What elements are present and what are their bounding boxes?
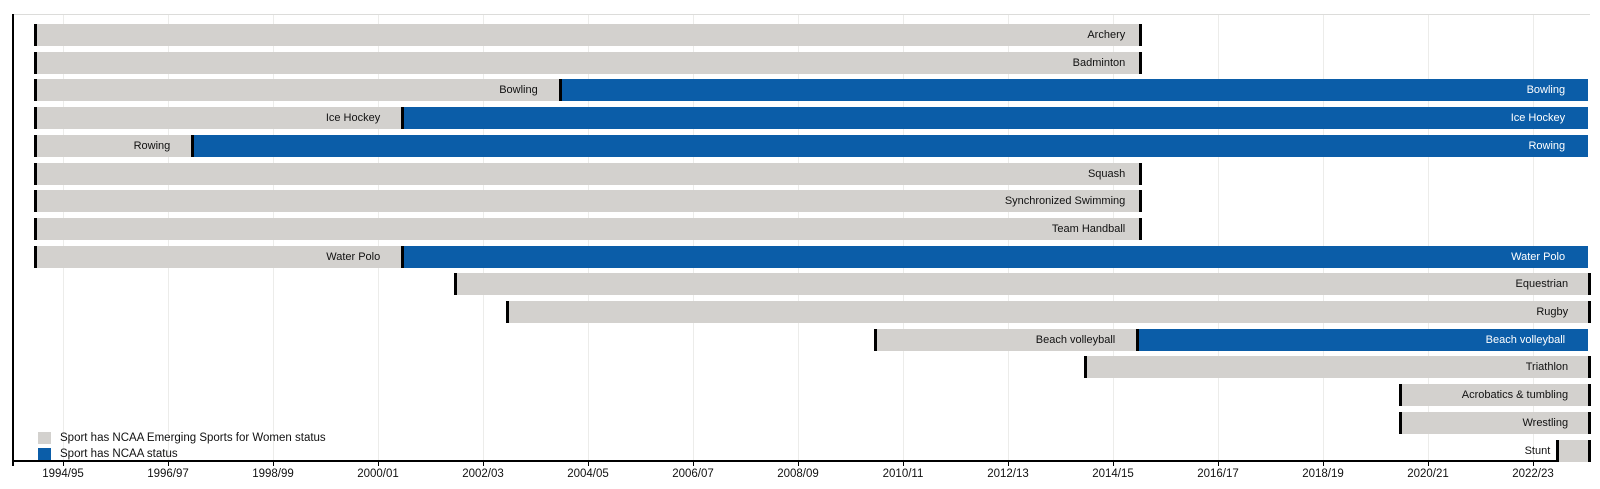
x-axis-tick <box>1113 460 1114 466</box>
bar-label: Team Handball <box>1051 222 1126 235</box>
bar-segment-emerging: Wrestling <box>1398 411 1592 434</box>
bar-segment-emerging: Ice Hockey <box>33 107 405 130</box>
x-axis-tick-label: 2016/17 <box>1197 468 1239 480</box>
bar-segment-emerging: Acrobatics & tumbling <box>1398 384 1592 407</box>
bar-segment-emerging: Water Polo <box>33 245 405 268</box>
x-axis-tick-label: 2010/11 <box>882 468 924 480</box>
bar-segment-emerging: Rugby <box>506 301 1592 323</box>
bar-segment-ncaa: Rowing <box>191 134 1589 157</box>
bar-segment-emerging: Beach volleyball <box>873 328 1140 351</box>
x-axis-tick <box>378 460 379 466</box>
x-axis-tick <box>1008 460 1009 466</box>
bar-segment-ncaa: Ice Hockey <box>401 107 1589 130</box>
plot-top-border <box>12 14 1590 15</box>
x-axis-tick <box>1533 460 1534 466</box>
bar-label: Synchronized Swimming <box>1004 195 1126 208</box>
gridline <box>1218 14 1219 460</box>
x-axis-tick-label: 2002/03 <box>462 468 504 480</box>
bar-label: Badminton <box>1072 56 1126 69</box>
legend-label-ncaa: Sport has NCAA status <box>60 447 178 460</box>
x-axis-tick-label: 2012/13 <box>987 468 1029 480</box>
bar-label: Water Polo <box>326 250 381 263</box>
bar-segment-emerging <box>1556 439 1592 462</box>
bar-segment-emerging: Triathlon <box>1083 356 1592 379</box>
bar-label: Rowing <box>133 139 171 152</box>
x-axis-tick-label: 1994/95 <box>42 468 84 480</box>
x-axis-tick-label: 1998/99 <box>252 468 294 480</box>
bar-label: Archery <box>1087 29 1126 41</box>
bar-label: Beach volleyball <box>1485 333 1566 346</box>
bar-segment-emerging: Bowling <box>33 79 562 102</box>
x-axis-tick-label: 2004/05 <box>567 468 609 480</box>
bar-outside-label: Stunt <box>1524 444 1551 457</box>
gridline <box>1323 14 1324 460</box>
bar-label: Ice Hockey <box>325 112 381 125</box>
legend-swatch-emerging <box>38 431 51 444</box>
legend-item-emerging: Sport has NCAA Emerging Sports for Women… <box>38 430 326 445</box>
x-axis-tick <box>63 460 64 466</box>
bar-segment-emerging: Rowing <box>33 134 195 157</box>
x-axis-tick <box>273 460 274 466</box>
x-axis-tick-label: 2014/15 <box>1092 468 1134 480</box>
bar-segment-emerging: Archery <box>33 24 1143 46</box>
legend-swatch-ncaa <box>38 447 51 460</box>
bar-label: Equestrian <box>1515 278 1569 291</box>
x-axis-tick-label: 2008/09 <box>777 468 819 480</box>
x-axis-origin-tick <box>12 460 13 466</box>
bar-segment-ncaa: Beach volleyball <box>1136 328 1589 351</box>
x-axis-tick <box>1218 460 1219 466</box>
bar-segment-emerging: Badminton <box>33 51 1143 74</box>
bar-label: Bowling <box>1526 84 1566 97</box>
legend-label-emerging: Sport has NCAA Emerging Sports for Women… <box>60 431 326 444</box>
x-axis-tick <box>1323 460 1324 466</box>
gridline <box>1428 14 1429 460</box>
bar-label: Rugby <box>1536 306 1569 318</box>
bar-segment-emerging: Equestrian <box>453 273 1592 296</box>
bar-label: Beach volleyball <box>1035 333 1116 346</box>
bar-label: Bowling <box>499 84 538 97</box>
bar-segment-ncaa: Bowling <box>558 79 1589 102</box>
bar-label: Wrestling <box>1522 416 1569 429</box>
x-axis-tick <box>693 460 694 466</box>
bar-label: Triathlon <box>1525 361 1569 374</box>
x-axis-tick-label: 2020/21 <box>1407 468 1449 480</box>
bar-label: Water Polo <box>1511 250 1566 263</box>
legend: Sport has NCAA Emerging Sports for Women… <box>38 430 326 462</box>
y-axis-line <box>12 14 14 466</box>
bar-label: Acrobatics & tumbling <box>1461 389 1569 402</box>
bar-segment-emerging: Synchronized Swimming <box>33 190 1143 213</box>
x-axis-tick <box>483 460 484 466</box>
bar-label: Ice Hockey <box>1510 112 1566 125</box>
legend-item-ncaa: Sport has NCAA status <box>38 446 326 461</box>
x-axis-tick <box>168 460 169 466</box>
x-axis-tick-label: 2006/07 <box>672 468 714 480</box>
x-axis-tick <box>798 460 799 466</box>
bar-label: Squash <box>1087 167 1126 180</box>
x-axis-tick-label: 2018/19 <box>1302 468 1344 480</box>
x-axis-tick-label: 2022/23 <box>1512 468 1554 480</box>
x-axis-tick <box>903 460 904 466</box>
gridline <box>1533 14 1534 460</box>
bar-segment-emerging: Team Handball <box>33 217 1143 240</box>
bar-segment-emerging: Squash <box>33 162 1143 185</box>
x-axis-tick-label: 2000/01 <box>357 468 399 480</box>
x-axis-tick-label: 1996/97 <box>147 468 189 480</box>
x-axis-line <box>12 460 1590 462</box>
bar-label: Rowing <box>1528 139 1566 152</box>
bar-segment-ncaa: Water Polo <box>401 245 1589 268</box>
x-axis-tick <box>1428 460 1429 466</box>
x-axis-tick <box>588 460 589 466</box>
